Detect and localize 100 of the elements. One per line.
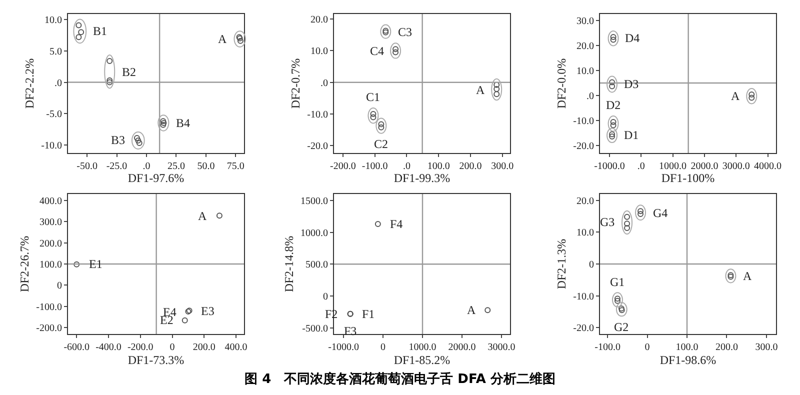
series-label: A (476, 83, 485, 97)
y-axis-title: DF2-26.7% (17, 236, 32, 292)
series-label: B2 (122, 65, 136, 79)
y-tick-label: 10.0 (310, 46, 328, 58)
x-tick-label: -1000.0 (594, 161, 625, 172)
series-label: G1 (610, 275, 625, 289)
y-tick-label: .0 (54, 78, 62, 89)
y-tick-label: -20.0 (573, 141, 594, 152)
y-tick-label: 0 (589, 260, 594, 270)
x-tick-label: 300.0 (491, 161, 514, 172)
y-tick-label: -10.0 (307, 110, 328, 121)
series-label: G3 (600, 215, 615, 229)
x-axis-title: DF1-85.2% (394, 353, 450, 367)
y-tick-label: 20.0 (310, 14, 328, 26)
x-tick-label: .0 (402, 161, 410, 172)
series-label: B1 (93, 24, 108, 38)
x-tick-label: -25.0 (106, 161, 128, 172)
y-axis-title: DF2-0.0% (554, 58, 568, 109)
x-tick-label: 2000.0 (448, 342, 476, 353)
x-axis-title: DF1-99.3% (394, 171, 450, 185)
y-tick-label: 500.0 (306, 260, 328, 271)
series-label: D1 (624, 128, 639, 142)
y-tick-label: 10.0 (576, 66, 594, 77)
x-tick-label: -50.0 (76, 161, 98, 172)
series-label: B4 (176, 116, 190, 130)
y-tick-label: 100.0 (40, 260, 62, 270)
x-tick-label: 3000.0 (722, 161, 750, 172)
x-tick-label: 0 (644, 342, 650, 353)
series-label: G4 (653, 206, 668, 220)
series-label: D3 (624, 77, 639, 91)
x-axis-title: DF1-100% (661, 171, 715, 185)
x-tick-label: 400.0 (224, 342, 248, 353)
y-tick-label: -20.0 (307, 141, 328, 152)
y-tick-label: -20.0 (573, 323, 594, 334)
x-tick-label: -100.0 (362, 161, 388, 172)
y-tick-label: 10.0 (44, 15, 62, 26)
series-label: C2 (374, 137, 388, 151)
series-label: G2 (614, 320, 629, 334)
y-tick-label: -10.0 (573, 291, 594, 302)
y-tick-label: .0 (586, 91, 594, 102)
y-tick-label: 300.0 (40, 217, 62, 228)
series-label: F1 (362, 307, 375, 321)
y-tick-label: -100.0 (36, 302, 62, 313)
x-tick-label: 50.0 (197, 161, 215, 172)
series-label: A (731, 89, 740, 103)
series-label: C4 (370, 44, 384, 58)
x-tick-label: 200.0 (459, 161, 482, 172)
y-tick-label: -200.0 (36, 323, 62, 334)
x-tick-label: 1000.0 (659, 161, 687, 172)
x-tick-label: -1000.0 (328, 342, 360, 353)
x-tick-label: 4000.0 (754, 161, 782, 172)
x-tick-label: -200.0 (330, 161, 356, 172)
series-label: B3 (111, 133, 126, 147)
series-label: A (743, 269, 752, 283)
y-tick-label: 400.0 (40, 196, 62, 207)
x-tick-label: .0 (637, 161, 645, 172)
x-tick-label: -200.0 (127, 342, 154, 353)
x-tick-label: 100.0 (427, 161, 450, 172)
x-tick-label: 1000.0 (408, 342, 436, 353)
y-tick-label: 20.0 (576, 196, 594, 207)
x-tick-label: -400.0 (96, 342, 122, 353)
y-tick-label: 0 (323, 292, 328, 303)
y-tick-label: -10.0 (41, 140, 62, 152)
x-tick-label: 2000.0 (690, 161, 718, 172)
x-tick-label: 3000.0 (488, 342, 516, 353)
y-tick-label: .0 (320, 78, 328, 89)
x-tick-label: 25.0 (167, 161, 185, 172)
x-tick-label: 75.0 (226, 161, 244, 172)
series-label: E1 (89, 257, 102, 271)
x-tick-label: 200.0 (715, 342, 738, 353)
x-tick-label: 300.0 (755, 342, 778, 353)
series-label: C3 (398, 25, 412, 39)
y-tick-label: 20.0 (576, 41, 594, 52)
series-label: E3 (201, 304, 214, 318)
x-tick-label: 0 (380, 342, 386, 353)
y-axis-title: DF2-2.2% (22, 58, 36, 109)
series-label: A (198, 209, 207, 223)
y-tick-label: 200.0 (40, 238, 62, 250)
x-tick-label: -600.0 (64, 342, 90, 353)
y-tick-label: -500.0 (302, 323, 328, 334)
x-tick-label: 200.0 (192, 342, 216, 353)
series-label: D2 (606, 98, 621, 112)
y-tick-label: 10.0 (576, 228, 594, 239)
series-label: D4 (625, 31, 640, 45)
series-label: F4 (390, 217, 403, 231)
y-tick-label: -5.0 (46, 109, 62, 120)
y-axis-title: DF2-1.3% (554, 238, 568, 290)
x-axis-title: DF1-97.6% (128, 171, 184, 185)
series-label: C1 (366, 90, 380, 104)
y-axis-title: DF2-0.7% (288, 58, 302, 109)
y-axis-title: DF2-14.8% (282, 236, 296, 292)
y-tick-label: 1000.0 (300, 228, 328, 239)
x-tick-label: 100.0 (676, 342, 698, 353)
caption: 图 4 不同浓度各酒花葡萄酒电子舌 DFA 分析二维图 (244, 370, 556, 388)
x-axis-title: DF1-73.3% (128, 353, 184, 367)
series-label: A (218, 32, 227, 46)
y-tick-label: 0 (57, 280, 62, 292)
x-axis-title: DF1-98.6% (660, 353, 716, 367)
y-tick-label: -10.0 (573, 116, 594, 127)
x-tick-label: .0 (142, 161, 150, 172)
